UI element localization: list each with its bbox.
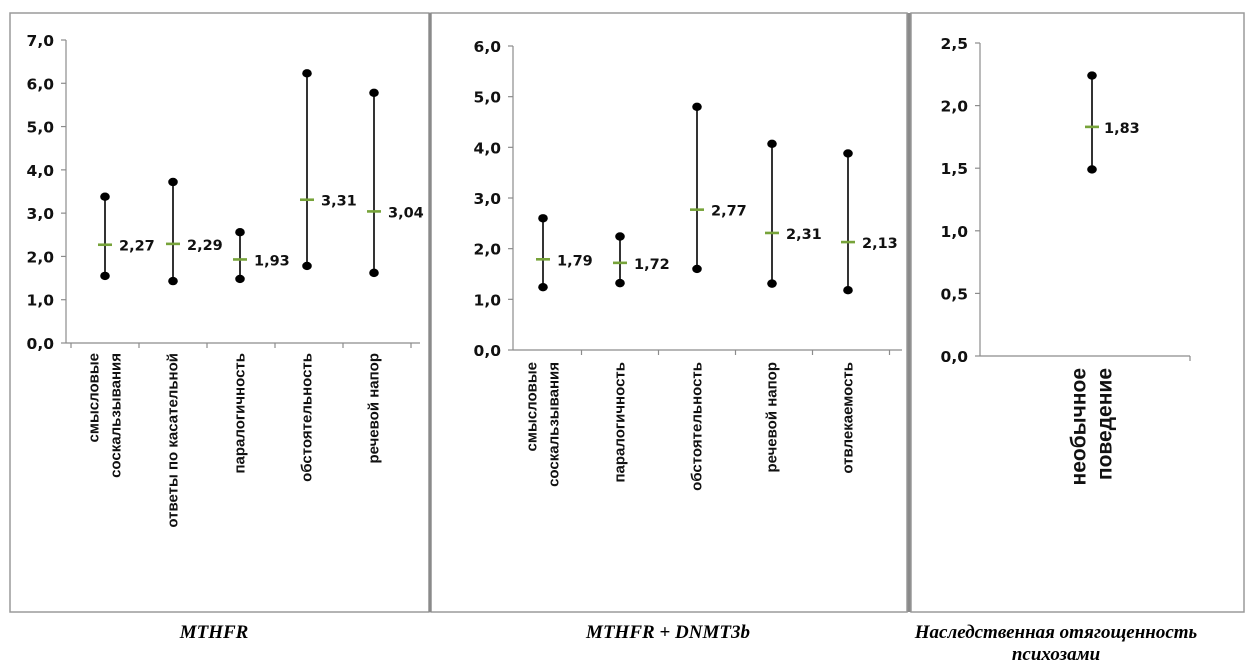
mean-data-label: 2,77 (711, 204, 747, 220)
min-point (235, 274, 245, 284)
y-tick-label: 1,0 (27, 292, 55, 310)
max-point (369, 88, 379, 98)
category-label: необычное (1068, 368, 1091, 485)
y-tick-label: 1,0 (941, 223, 969, 241)
max-point (538, 214, 548, 223)
y-tick-label: 0,0 (941, 348, 969, 366)
panel-1-frame (9, 12, 430, 613)
mean-data-label: 1,83 (1104, 121, 1140, 137)
max-point (767, 139, 777, 148)
max-point (615, 232, 625, 241)
mean-data-label: 3,04 (388, 205, 424, 221)
y-tick-label: 2,5 (941, 35, 968, 53)
category-label: ответы по касательной (165, 353, 182, 528)
category-label: соскальзывания (108, 353, 125, 478)
max-point (100, 192, 110, 201)
y-tick-label: 2,0 (474, 241, 502, 259)
panel-3-frame (910, 12, 1245, 613)
min-point (767, 279, 777, 288)
mean-data-label: 1,93 (254, 253, 290, 269)
min-point (538, 282, 548, 292)
y-tick-label: 6,0 (474, 38, 502, 56)
max-point (302, 69, 312, 78)
min-point (692, 264, 702, 274)
category-label: поведение (1094, 368, 1117, 480)
y-tick-label: 4,0 (27, 162, 55, 180)
max-point (1087, 71, 1097, 80)
y-tick-label: 4,0 (474, 139, 502, 157)
y-tick-label: 2,0 (941, 98, 969, 116)
max-point (843, 149, 853, 158)
mean-data-label: 2,29 (187, 238, 223, 254)
y-tick-label: 6,0 (27, 75, 55, 93)
mean-data-label: 1,79 (557, 253, 593, 269)
caption-mthfr: MTHFR (179, 622, 249, 643)
min-point (168, 276, 178, 286)
y-tick-label: 0,5 (941, 285, 968, 303)
y-tick-label: 0,0 (27, 335, 55, 353)
mean-data-label: 2,13 (862, 236, 898, 252)
y-tick-label: 7,0 (27, 32, 55, 50)
y-tick-label: 1,5 (941, 160, 968, 178)
y-tick-label: 2,0 (27, 248, 55, 266)
min-point (615, 278, 625, 288)
category-label: отвлекаемость (840, 362, 857, 474)
mean-data-label: 2,31 (786, 227, 822, 243)
y-tick-label: 5,0 (474, 89, 502, 107)
caption-heredity: Наследственная отягощенность психозами (914, 622, 1198, 665)
category-label: соскальзывания (546, 362, 563, 487)
panel-2-frame (430, 12, 908, 613)
y-tick-label: 5,0 (27, 119, 55, 137)
min-point (843, 286, 853, 295)
min-point (369, 268, 379, 278)
category-label: обстоятельность (299, 353, 316, 482)
category-label: обстоятельность (689, 362, 706, 491)
min-point (100, 271, 110, 281)
y-tick-label: 3,0 (474, 190, 502, 208)
mean-data-label: 3,31 (321, 194, 357, 210)
y-tick-label: 0,0 (474, 342, 502, 360)
category-label: речевой напор (764, 362, 781, 473)
mean-data-label: 2,27 (119, 239, 155, 255)
y-tick-label: 3,0 (27, 205, 55, 223)
category-label: паралогичность (612, 362, 629, 483)
category-label: паралогичность (232, 353, 249, 474)
chart-mthfr: 0,0 1,0 2,0 3,0 4,0 5,0 6,0 7,0 2,27 смысловые сос… (27, 32, 424, 528)
max-point (692, 102, 702, 112)
y-tick-label: 1,0 (474, 291, 502, 309)
category-label: смысловые (86, 353, 103, 442)
max-point (168, 177, 178, 187)
min-point (1087, 165, 1097, 174)
caption-mthfr-dnmt3b: MTHFR + DNMT3b (585, 622, 750, 643)
mean-data-label: 1,72 (634, 257, 670, 273)
category-label: смысловые (524, 362, 541, 451)
category-label: речевой напор (366, 353, 383, 464)
min-point (302, 261, 312, 271)
chart-heredity: 0,0 0,5 1,0 1,5 2,0 2,5 1,83 необычное поведение (941, 35, 1191, 485)
max-point (235, 227, 245, 237)
chart-mthfr-dnmt3b: 0,0 1,0 2,0 3,0 4,0 5,0 6,0 1,79 смысловые соскал… (474, 38, 902, 491)
